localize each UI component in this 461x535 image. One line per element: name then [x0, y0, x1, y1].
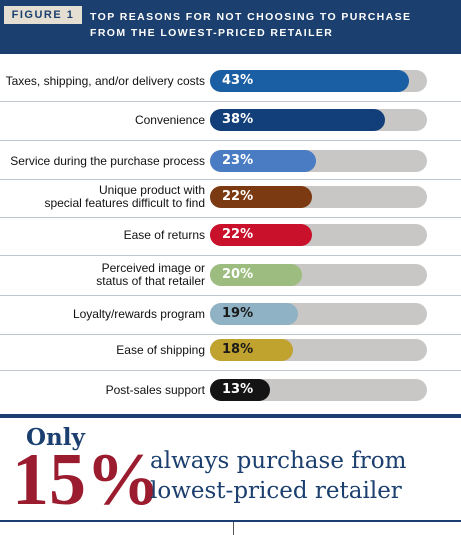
row-divider [0, 217, 461, 218]
bar-value-label: 38% [222, 112, 254, 127]
category-label: Post-sales support [2, 382, 205, 397]
bar-value-label: 18% [222, 342, 254, 357]
bar [210, 186, 312, 208]
category-label: Convenience [2, 112, 205, 127]
category-label: Service during the purchase process [2, 153, 205, 168]
category-label-line: Service during the purchase process [10, 153, 205, 168]
chart-title-line-2: FROM THE LOWEST-PRICED RETAILER [90, 27, 334, 39]
category-label-line: Convenience [134, 112, 205, 127]
category-label: Perceived image or status of that retaile… [2, 262, 205, 288]
callout-bottom-rule [0, 520, 461, 522]
callout-percent: 15% [12, 439, 160, 521]
bar-track: 18% [210, 339, 427, 361]
category-label-line: Ease of returns [123, 227, 205, 242]
bar [210, 379, 270, 401]
bar-track: 22% [210, 224, 427, 246]
bar-value-label: 20% [222, 267, 254, 282]
bar [210, 303, 298, 325]
bar-value-label: 19% [222, 306, 254, 321]
category-label-line: Post-sales support [105, 382, 205, 397]
figure-header: FIGURE 1 TOP REASONS FOR NOT CHOOSING TO… [0, 0, 461, 54]
category-label-line: Perceived image or [101, 261, 205, 275]
bar-track: 20% [210, 264, 427, 286]
row-divider [0, 101, 461, 102]
row-divider [0, 295, 461, 296]
bar-track: 13% [210, 379, 427, 401]
category-label: Taxes, shipping, and/or delivery costs [2, 73, 205, 88]
chart-title-line-1: TOP REASONS FOR NOT CHOOSING TO PURCHASE [90, 11, 412, 23]
bar [210, 264, 302, 286]
bottom-tick [233, 522, 234, 535]
bar [210, 70, 409, 92]
bar-track: 19% [210, 303, 427, 325]
callout-statement: always purchase from lowest-priced retai… [150, 446, 406, 506]
chart-title: TOP REASONS FOR NOT CHOOSING TO PURCHASE… [90, 9, 440, 41]
bar [210, 150, 316, 172]
bar-value-label: 22% [222, 227, 254, 242]
category-label: Ease of shipping [2, 342, 205, 357]
bar-track: 22% [210, 186, 427, 208]
bar-track: 38% [210, 109, 427, 131]
bar-value-label: 22% [222, 189, 254, 204]
callout-line-1: always purchase from [150, 448, 407, 474]
bar-track: 43% [210, 70, 427, 92]
category-label-line: status of that retailer [96, 274, 205, 288]
row-divider [0, 370, 461, 371]
category-label: Ease of returns [2, 227, 205, 242]
bar [210, 339, 293, 361]
row-divider [0, 334, 461, 335]
bar [210, 224, 312, 246]
callout-line-2: lowest-priced retailer [150, 478, 402, 504]
figure-label: FIGURE 1 [4, 6, 82, 24]
category-label-line: Taxes, shipping, and/or delivery costs [5, 73, 205, 88]
row-divider [0, 140, 461, 141]
bar-value-label: 43% [222, 73, 254, 88]
category-label-line: Loyalty/rewards program [72, 306, 205, 321]
callout-only: Only [26, 424, 85, 451]
category-label-line: Unique product with [98, 183, 205, 197]
bar-value-label: 13% [222, 382, 254, 397]
bar [210, 109, 385, 131]
category-label-line: Ease of shipping [116, 342, 205, 357]
bar-value-label: 23% [222, 153, 254, 168]
row-divider [0, 255, 461, 256]
category-label: Loyalty/rewards program [2, 306, 205, 321]
category-label: Unique product with special features diff… [2, 184, 205, 210]
row-divider [0, 179, 461, 180]
callout-top-rule [0, 414, 461, 418]
category-label-line: special features difficult to find [44, 196, 205, 210]
bar-track: 23% [210, 150, 427, 172]
